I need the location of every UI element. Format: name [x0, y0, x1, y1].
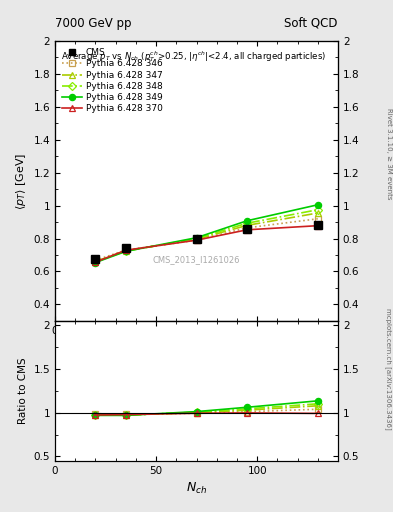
Pythia 6.428 347 [245, 222, 250, 228]
Pythia 6.428 349 [123, 248, 128, 254]
Text: Rivet 3.1.10, ≥ 3M events: Rivet 3.1.10, ≥ 3M events [386, 108, 392, 199]
Pythia 6.428 370 [194, 237, 199, 243]
Pythia 6.428 347 [316, 210, 320, 216]
Pythia 6.428 348 [93, 259, 98, 265]
Text: CMS_2013_I1261026: CMS_2013_I1261026 [153, 255, 240, 264]
CMS [194, 236, 199, 242]
Text: Average $p_T$ vs $N_{ch}$ ($p_T^{ch}$>0.25, $|\eta^{ch}|$<2.4, all charged parti: Average $p_T$ vs $N_{ch}$ ($p_T^{ch}$>0.… [61, 49, 326, 65]
CMS [93, 256, 98, 262]
Pythia 6.428 348 [123, 248, 128, 254]
Line: Pythia 6.428 349: Pythia 6.428 349 [92, 202, 321, 266]
Pythia 6.428 346 [316, 216, 320, 222]
Pythia 6.428 346 [93, 257, 98, 263]
Pythia 6.428 349 [316, 202, 320, 208]
Pythia 6.428 347 [194, 236, 199, 242]
Pythia 6.428 348 [245, 220, 250, 226]
Pythia 6.428 370 [245, 227, 250, 233]
X-axis label: $N_{ch}$: $N_{ch}$ [186, 481, 207, 496]
Pythia 6.428 370 [123, 247, 128, 253]
Line: CMS: CMS [92, 221, 321, 263]
Pythia 6.428 349 [245, 218, 250, 224]
Pythia 6.428 348 [316, 207, 320, 213]
Pythia 6.428 346 [194, 237, 199, 243]
Pythia 6.428 370 [93, 259, 98, 265]
Pythia 6.428 347 [123, 248, 128, 254]
Pythia 6.428 346 [245, 225, 250, 231]
Pythia 6.428 349 [93, 260, 98, 266]
Pythia 6.428 347 [93, 259, 98, 265]
CMS [245, 226, 250, 232]
Text: 7000 GeV pp: 7000 GeV pp [55, 16, 132, 30]
Text: mcplots.cern.ch [arXiv:1306.3436]: mcplots.cern.ch [arXiv:1306.3436] [386, 308, 392, 430]
Pythia 6.428 346 [123, 247, 128, 253]
Legend: CMS, Pythia 6.428 346, Pythia 6.428 347, Pythia 6.428 348, Pythia 6.428 349, Pyt: CMS, Pythia 6.428 346, Pythia 6.428 347,… [59, 46, 165, 116]
Line: Pythia 6.428 346: Pythia 6.428 346 [92, 216, 321, 263]
Pythia 6.428 370 [316, 223, 320, 229]
Line: Pythia 6.428 347: Pythia 6.428 347 [92, 210, 321, 265]
Line: Pythia 6.428 370: Pythia 6.428 370 [92, 223, 321, 265]
Y-axis label: $\langle p_T \rangle$ [GeV]: $\langle p_T \rangle$ [GeV] [14, 152, 28, 209]
Y-axis label: Ratio to CMS: Ratio to CMS [18, 357, 28, 424]
CMS [123, 245, 128, 251]
Pythia 6.428 348 [194, 236, 199, 242]
Pythia 6.428 349 [194, 234, 199, 241]
Line: Pythia 6.428 348: Pythia 6.428 348 [92, 207, 321, 265]
Text: Soft QCD: Soft QCD [285, 16, 338, 30]
CMS [316, 222, 320, 228]
